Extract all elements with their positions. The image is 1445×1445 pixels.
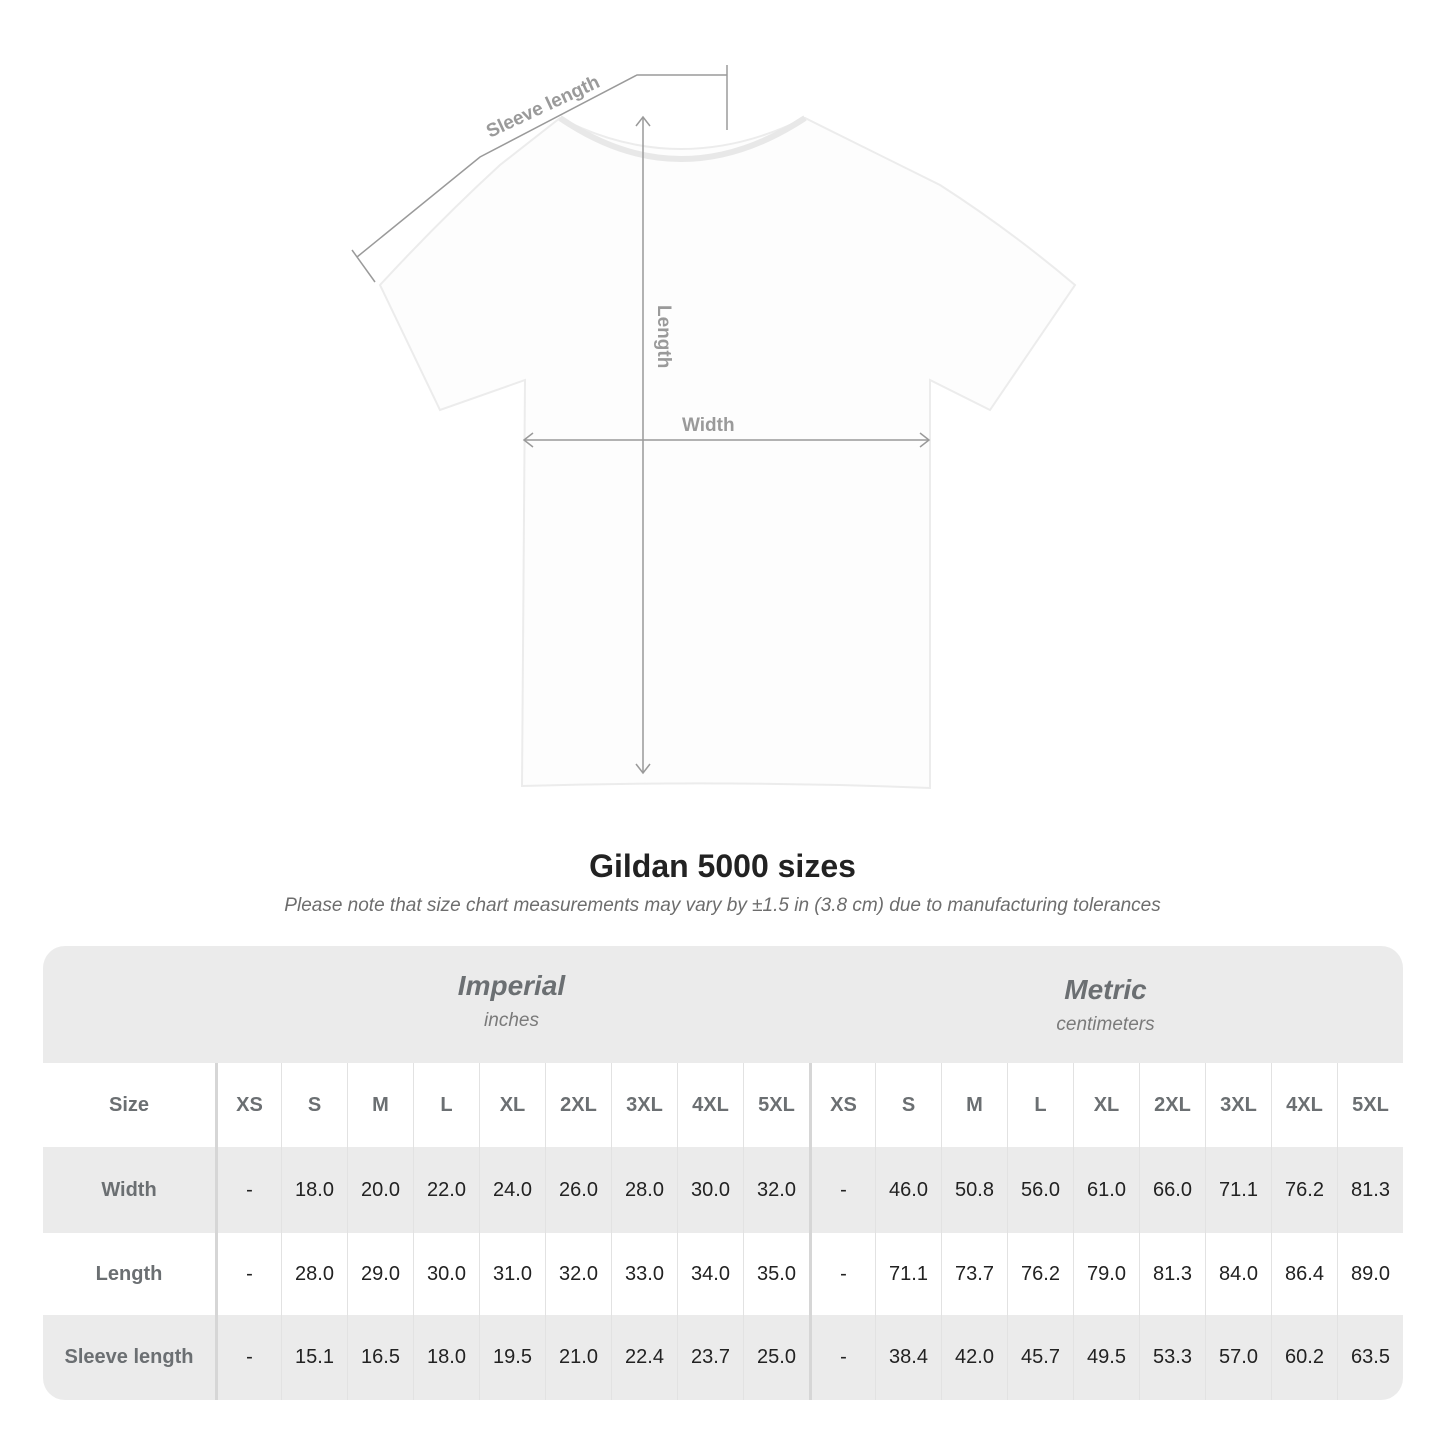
metric-value: 45.7 xyxy=(1007,1315,1073,1400)
table-row: Sleeve length -15.1 16.5 18.0 19.5 21.0 22.4 23… xyxy=(43,1315,1403,1400)
size-label: Size xyxy=(108,1093,150,1116)
imperial-size-M: M xyxy=(347,1063,413,1147)
metric-size-2XL: 2XL xyxy=(1139,1063,1205,1147)
metric-value: 60.2 xyxy=(1271,1315,1337,1400)
imperial-value: 33.0 xyxy=(611,1233,677,1315)
tshirt-illustration xyxy=(378,116,1077,790)
imperial-value: 25.0 xyxy=(743,1315,809,1400)
imperial-value: 29.0 xyxy=(347,1233,413,1315)
imperial-value: 23.7 xyxy=(677,1315,743,1400)
imperial-value: 22.4 xyxy=(611,1315,677,1400)
metric-value: 84.0 xyxy=(1205,1233,1271,1315)
imperial-size-XL: XL xyxy=(479,1063,545,1147)
metric-size-4XL: 4XL xyxy=(1271,1063,1337,1147)
imperial-value: 22.0 xyxy=(413,1147,479,1233)
metric-value: 46.0 xyxy=(875,1147,941,1233)
imperial-value: 19.5 xyxy=(479,1315,545,1400)
metric-value: - xyxy=(809,1147,875,1233)
width-label: Width xyxy=(682,415,735,436)
metric-value: 76.2 xyxy=(1271,1147,1337,1233)
metric-size-M: M xyxy=(941,1063,1007,1147)
table-row: Width -18.0 20.0 22.0 24.0 26.0 28.0 30.0 32.0-4… xyxy=(43,1147,1403,1233)
imperial-value: 18.0 xyxy=(413,1315,479,1400)
length-label: Length xyxy=(653,305,674,368)
metric-value: 73.7 xyxy=(941,1233,1007,1315)
imperial-size-4XL: 4XL xyxy=(677,1063,743,1147)
size-table: Imperial inches Metric centimeters Size X… xyxy=(43,946,1403,1400)
metric-header: Metric centimeters xyxy=(808,946,1403,1091)
imperial-value: 32.0 xyxy=(743,1147,809,1233)
imperial-size-5XL: 5XL xyxy=(743,1063,809,1147)
metric-value: 66.0 xyxy=(1139,1147,1205,1233)
imperial-value: 35.0 xyxy=(743,1233,809,1315)
metric-value: 56.0 xyxy=(1007,1147,1073,1233)
imperial-value: 16.5 xyxy=(347,1315,413,1400)
imperial-size-3XL: 3XL xyxy=(611,1063,677,1147)
imperial-size-2XL: 2XL xyxy=(545,1063,611,1147)
metric-value: 79.0 xyxy=(1073,1233,1139,1315)
row-label: Length xyxy=(95,1262,163,1285)
imperial-value: 30.0 xyxy=(413,1233,479,1315)
size-header-row: Size XS S M L XL 2XL 3XL 4XL 5XL XS S M L XL 2XL 3XL 4XL 5… xyxy=(43,1063,1403,1147)
metric-value: 81.3 xyxy=(1139,1233,1205,1315)
metric-heading: Metric xyxy=(1064,974,1147,1005)
imperial-value: 26.0 xyxy=(545,1147,611,1233)
imperial-value: 18.0 xyxy=(281,1147,347,1233)
imperial-value: - xyxy=(215,1147,281,1233)
metric-value: - xyxy=(809,1233,875,1315)
metric-size-5XL: 5XL xyxy=(1337,1063,1403,1147)
metric-value: 53.3 xyxy=(1139,1315,1205,1400)
metric-value: - xyxy=(809,1315,875,1400)
sleeve-length-arrow xyxy=(356,74,727,258)
tolerance-note: Please note that size chart measurements… xyxy=(284,895,1161,916)
metric-value: 81.3 xyxy=(1337,1147,1403,1233)
imperial-value: - xyxy=(215,1233,281,1315)
imperial-size-L: L xyxy=(413,1063,479,1147)
metric-value: 57.0 xyxy=(1205,1315,1271,1400)
imperial-value: 24.0 xyxy=(479,1147,545,1233)
imperial-size-XS: XS xyxy=(215,1063,281,1147)
imperial-value: 28.0 xyxy=(281,1233,347,1315)
metric-size-XL: XL xyxy=(1073,1063,1139,1147)
imperial-value: 21.0 xyxy=(545,1315,611,1400)
imperial-value: 34.0 xyxy=(677,1233,743,1315)
metric-unit: centimeters xyxy=(1056,1014,1155,1035)
imperial-value: 32.0 xyxy=(545,1233,611,1315)
metric-value: 63.5 xyxy=(1337,1315,1403,1400)
imperial-value: 15.1 xyxy=(281,1315,347,1400)
imperial-value: 31.0 xyxy=(479,1233,545,1315)
metric-value: 49.5 xyxy=(1073,1315,1139,1400)
chart-title: Gildan 5000 sizes xyxy=(589,848,856,884)
metric-size-XS: XS xyxy=(809,1063,875,1147)
metric-value: 61.0 xyxy=(1073,1147,1139,1233)
metric-size-3XL: 3XL xyxy=(1205,1063,1271,1147)
metric-value: 76.2 xyxy=(1007,1233,1073,1315)
imperial-unit: inches xyxy=(484,1010,539,1031)
table-row: Length -28.0 29.0 30.0 31.0 32.0 33.0 34.0 35.0-… xyxy=(43,1233,1403,1315)
metric-size-L: L xyxy=(1007,1063,1073,1147)
imperial-value: 28.0 xyxy=(611,1147,677,1233)
imperial-value: 20.0 xyxy=(347,1147,413,1233)
imperial-value: - xyxy=(215,1315,281,1400)
metric-value: 71.1 xyxy=(1205,1147,1271,1233)
row-label: Sleeve length xyxy=(64,1346,194,1368)
metric-value: 86.4 xyxy=(1271,1233,1337,1315)
metric-value: 42.0 xyxy=(941,1315,1007,1400)
metric-value: 71.1 xyxy=(875,1233,941,1315)
imperial-size-S: S xyxy=(281,1063,347,1147)
metric-value: 38.4 xyxy=(875,1315,941,1400)
tshirt-diagram: Sleeve length Length Width xyxy=(351,65,1077,790)
imperial-value: 30.0 xyxy=(677,1147,743,1233)
imperial-heading: Imperial xyxy=(457,970,566,1001)
imperial-header: Imperial inches xyxy=(215,946,808,1087)
row-label: Width xyxy=(101,1178,157,1201)
metric-size-S: S xyxy=(875,1063,941,1147)
metric-value: 89.0 xyxy=(1337,1233,1403,1315)
metric-value: 50.8 xyxy=(941,1147,1007,1233)
